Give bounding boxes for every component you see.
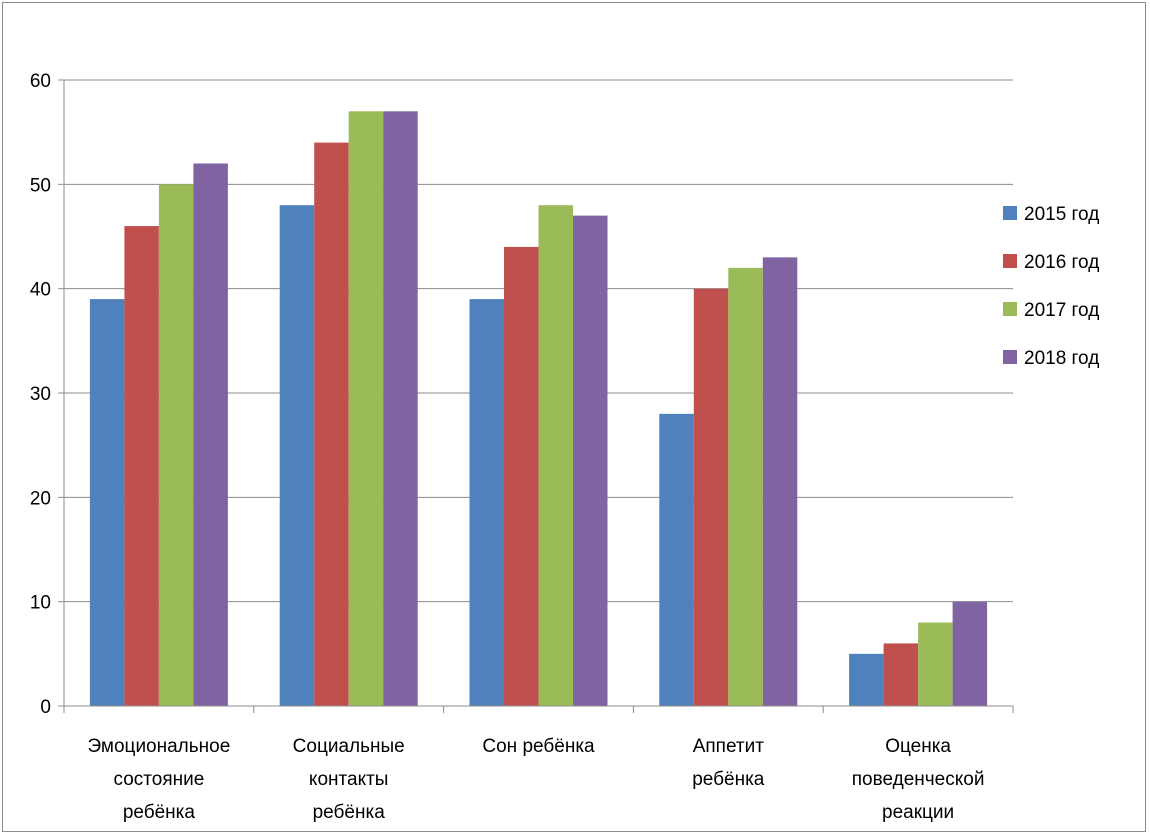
bar (504, 246, 539, 706)
category-labels: Эмоциональное состояние ребёнка Социальные к… (87, 736, 984, 823)
y-tick-label: 30 (30, 384, 51, 405)
bar (849, 653, 884, 706)
bar (762, 257, 798, 706)
y-tick-label: 40 (30, 280, 51, 301)
bars (89, 111, 988, 707)
y-tick-label: 60 (30, 71, 51, 92)
legend-swatch (1003, 206, 1017, 220)
x-category-label: ребёнка (313, 802, 386, 823)
y-tick-label: 10 (30, 593, 51, 614)
bar (383, 111, 418, 707)
legend-label: 2017 год (1024, 300, 1099, 321)
legend-swatch (1003, 350, 1017, 364)
bar (158, 184, 194, 707)
y-tick-labels: 0 10 20 30 40 50 60 (30, 71, 51, 718)
x-category-label: ребёнка (123, 802, 196, 823)
x-category-label: Сон ребёнка (482, 736, 595, 757)
bar (193, 163, 228, 706)
y-tick-label: 0 (40, 697, 51, 718)
bar (124, 226, 159, 707)
x-category-label: Социальные (293, 736, 405, 757)
bar (538, 205, 573, 706)
legend-label: 2016 год (1024, 252, 1099, 273)
x-category-label: реакции (882, 802, 954, 823)
bar (573, 215, 608, 706)
bar (659, 413, 694, 706)
legend: 2015 год 2016 год 2017 год 2018 год (1003, 204, 1099, 369)
legend-label: 2015 год (1024, 204, 1099, 225)
x-category-label: Оценка (885, 736, 951, 757)
x-category-label: Аппетит (693, 736, 765, 757)
bar (279, 205, 315, 706)
x-category-label: ребёнка (692, 769, 765, 790)
x-category-label: Эмоциональное (87, 736, 230, 757)
x-category-label: контакты (309, 769, 389, 790)
bar (728, 267, 763, 706)
legend-swatch (1003, 254, 1017, 268)
y-tick-label: 20 (30, 488, 51, 509)
x-category-label: состояние (113, 769, 204, 790)
bar (348, 111, 384, 707)
bar (883, 643, 919, 706)
legend-label: 2018 год (1024, 348, 1099, 369)
bar (952, 601, 988, 706)
axes (58, 79, 1014, 713)
y-tick-label: 50 (30, 175, 51, 196)
x-category-label: поведенческой (852, 769, 985, 790)
bar (89, 299, 125, 706)
bar (918, 622, 953, 706)
bar (693, 288, 729, 706)
legend-swatch (1003, 302, 1017, 316)
bar (469, 299, 504, 706)
bar (314, 142, 349, 707)
